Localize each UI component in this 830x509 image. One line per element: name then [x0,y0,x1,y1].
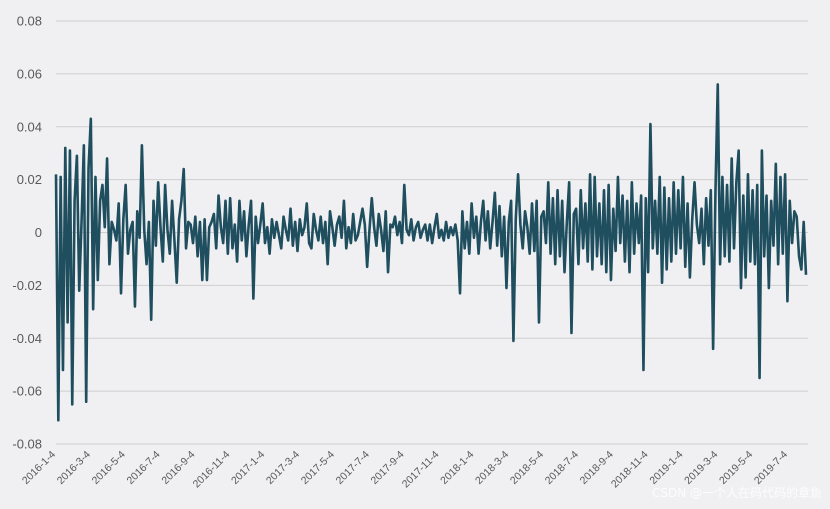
x-tick-label: 2019-3-4 [682,449,720,487]
y-tick-label: 0.02 [17,172,42,187]
x-tick-label: 2017-11-4 [400,449,442,491]
y-tick-label: 0.08 [17,14,42,29]
x-tick-label: 2018-7-4 [543,449,581,487]
x-tick-label: 2019-1-4 [647,449,685,487]
x-tick-label: 2016-7-4 [124,449,162,487]
series-layer [54,83,808,422]
y-tick-label: 0.04 [17,119,42,134]
x-tick-label: 2018-1-4 [438,449,476,487]
x-tick-label: 2017-5-4 [299,449,337,487]
x-tick-label: 2017-7-4 [334,449,372,487]
y-tick-label: 0 [35,225,42,240]
y-tick-label: 0.06 [17,66,42,81]
x-tick-label: 2016-1-4 [20,449,58,487]
y-tick-label: -0.06 [12,384,42,399]
y-axis-tick-labels: 0.08 0.06 0.04 0.02 0 -0.02 -0.04 -0.06 -0.08 [12,14,42,452]
x-tick-label: 2017-1-4 [229,449,267,487]
y-tick-label: -0.08 [12,437,42,452]
y-tick-label: -0.04 [12,331,42,346]
x-tick-label: 2019-5-4 [717,449,755,487]
x-tick-label: 2017-3-4 [264,449,302,487]
x-tick-label: 2016-3-4 [55,449,93,487]
x-tick-label: 2016-11-4 [191,449,233,491]
x-tick-label: 2019-7-4 [752,449,790,487]
y-tick-label: -0.02 [12,278,42,293]
x-axis-tick-labels: 2016-1-42016-3-42016-5-42016-7-42016-9-4… [20,449,790,491]
x-tick-label: 2016-5-4 [90,449,128,487]
watermark: CSDN @一个人在码代码的章鱼 [652,485,822,500]
series-line [54,83,808,422]
x-tick-label: 2018-11-4 [609,449,651,491]
x-tick-label: 2018-5-4 [508,449,546,487]
x-tick-label: 2018-3-4 [473,449,511,487]
